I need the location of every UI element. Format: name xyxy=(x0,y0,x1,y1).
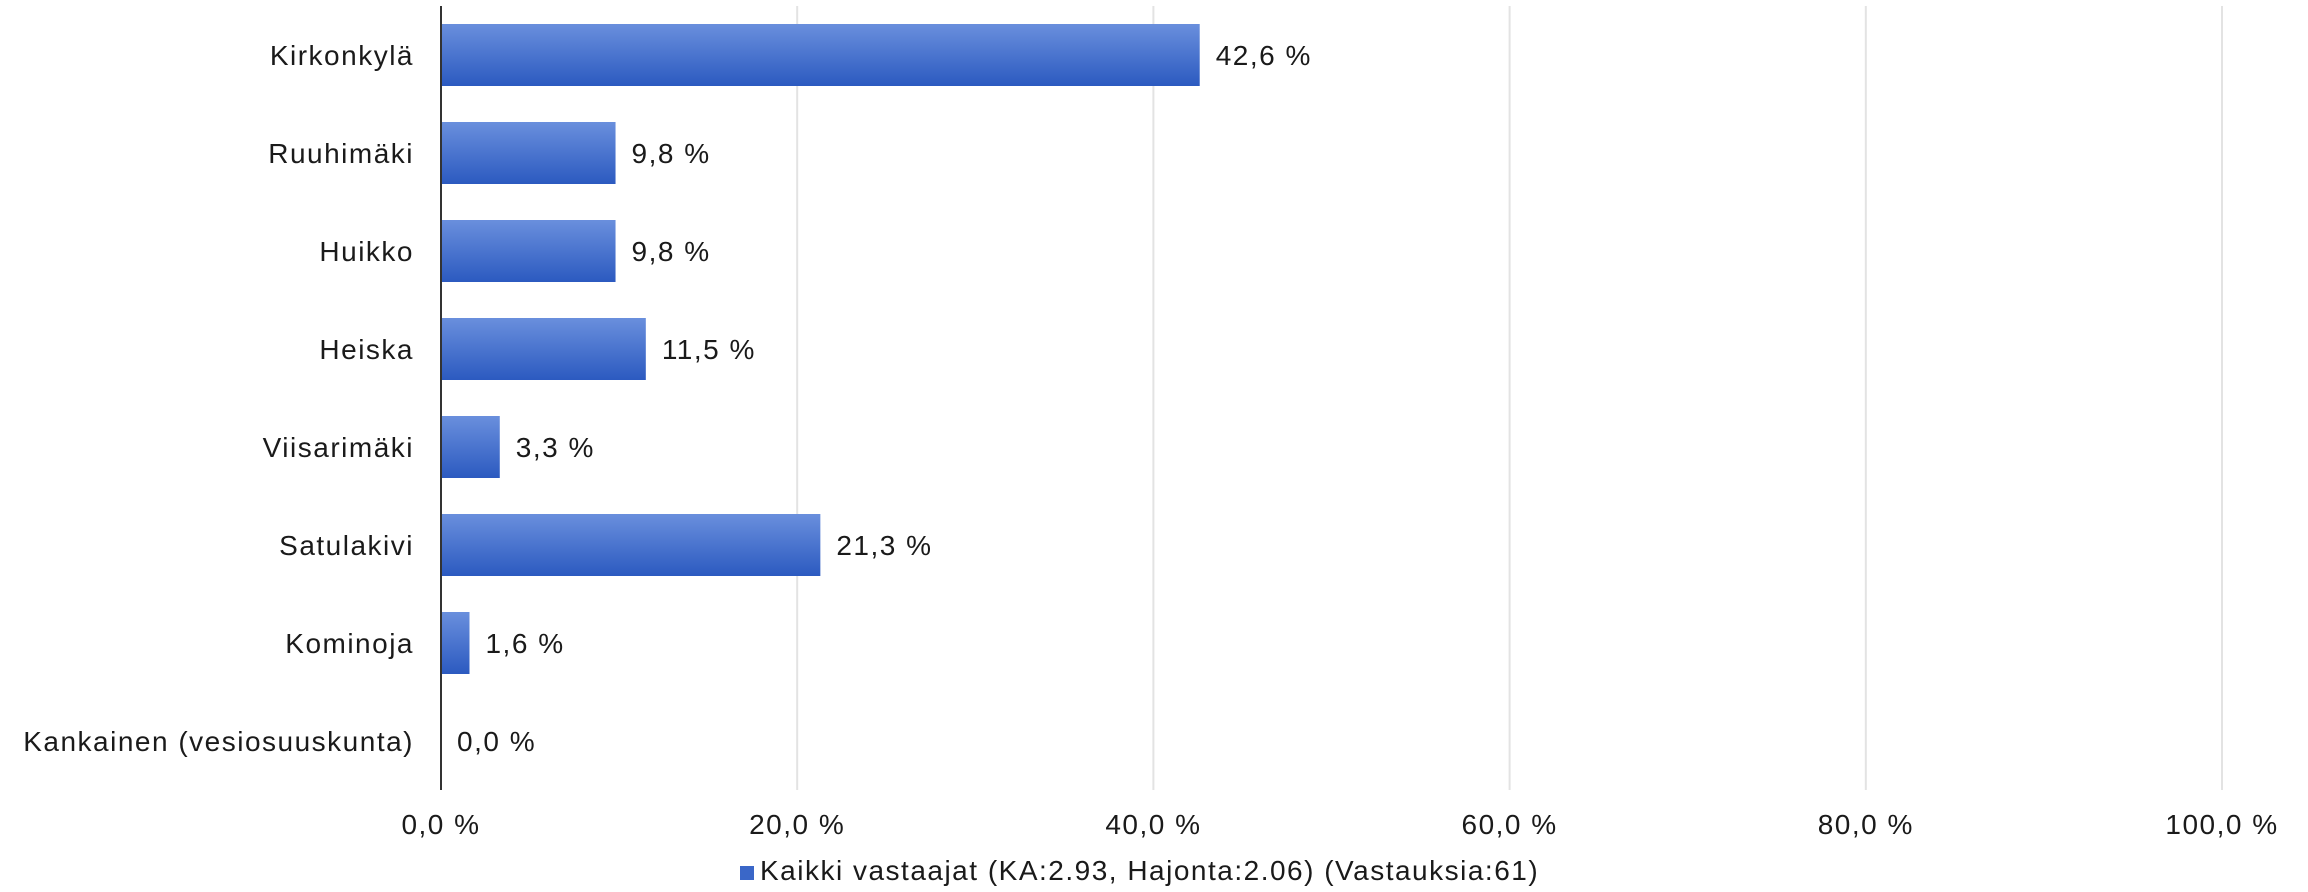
value-labels: 42,6 % 9,8 % 9,8 % 11,5 % 3,3 % 21,3 % 1,6 % 0,… xyxy=(457,40,1312,757)
bar xyxy=(441,220,616,282)
bar xyxy=(441,416,500,478)
legend-label: Kaikki vastaajat (KA:2.93, Hajonta:2.06)… xyxy=(760,855,1539,886)
bar xyxy=(441,612,470,674)
data-label: 9,8 % xyxy=(632,138,711,169)
data-label: 42,6 % xyxy=(1216,40,1312,71)
data-label: 3,3 % xyxy=(516,432,595,463)
x-tick-label: 60,0 % xyxy=(1462,809,1558,840)
bar xyxy=(441,514,821,576)
category-label: Huikko xyxy=(319,236,414,267)
gridlines xyxy=(796,6,2223,790)
category-labels: Kirkonkylä Ruuhimäki Huikko Heiska Viisarimä… xyxy=(23,40,414,757)
category-label: Satulakivi xyxy=(279,530,414,561)
bar xyxy=(441,24,1200,86)
data-label: 21,3 % xyxy=(836,530,932,561)
legend-swatch xyxy=(740,866,754,880)
category-label: Kankainen (vesiosuuskunta) xyxy=(23,726,414,757)
x-tick-label: 100,0 % xyxy=(2165,809,2278,840)
category-label: Viisarimäki xyxy=(263,432,414,463)
category-label: Heiska xyxy=(319,334,414,365)
data-label: 9,8 % xyxy=(632,236,711,267)
x-tick-label: 40,0 % xyxy=(1105,809,1201,840)
bar xyxy=(441,122,616,184)
bar xyxy=(441,318,646,380)
legend: Kaikki vastaajat (KA:2.93, Hajonta:2.06)… xyxy=(740,855,1539,886)
data-label: 11,5 % xyxy=(662,334,756,365)
category-label: Ruuhimäki xyxy=(268,138,414,169)
data-label: 0,0 % xyxy=(457,726,536,757)
x-tick-label: 0,0 % xyxy=(401,809,480,840)
x-tick-label: 80,0 % xyxy=(1818,809,1914,840)
category-label: Kominoja xyxy=(285,628,414,659)
data-label: 1,6 % xyxy=(485,628,564,659)
x-tick-label: 20,0 % xyxy=(749,809,845,840)
bars xyxy=(441,24,1200,674)
x-tick-labels: 0,0 % 20,0 % 40,0 % 60,0 % 80,0 % 100,0 % xyxy=(401,809,2278,840)
category-label: Kirkonkylä xyxy=(270,40,414,71)
